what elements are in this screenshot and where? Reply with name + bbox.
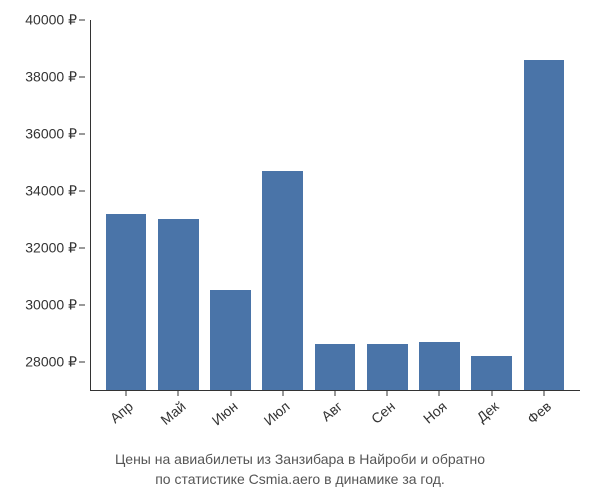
x-tick-mark — [334, 390, 335, 396]
bar-wrapper — [413, 20, 465, 390]
bar — [524, 60, 565, 390]
x-tick-mark — [126, 390, 127, 396]
x-tick-label: Июн — [209, 398, 241, 428]
x-tick-mark — [230, 390, 231, 396]
x-tick-mark — [491, 390, 492, 396]
y-tick-mark — [79, 361, 85, 362]
y-axis: 28000 ₽ 30000 ₽ 32000 ₽ 34000 ₽ 36000 ₽ 38000… — [0, 20, 85, 390]
x-tick-mark — [387, 390, 388, 396]
x-axis: Апр Май Июн Июл Авг Сен Ноя Дек Фев — [90, 390, 580, 450]
y-tick-mark — [79, 304, 85, 305]
x-tick-mark — [439, 390, 440, 396]
bar-wrapper — [257, 20, 309, 390]
bar-wrapper — [466, 20, 518, 390]
x-tick-label: Ноя — [420, 398, 450, 427]
x-tick-label: Авг — [318, 398, 345, 424]
x-tick-label: Сен — [368, 398, 398, 427]
y-tick-mark — [79, 20, 85, 21]
y-tick-label: 38000 ₽ — [25, 68, 77, 85]
bars-group — [90, 20, 580, 390]
caption-line-2: по статистике Csmia.aero в динамике за г… — [0, 470, 600, 490]
caption-line-1: Цены на авиабилеты из Занзибара в Найроб… — [0, 450, 600, 470]
y-tick-label: 34000 ₽ — [25, 182, 77, 199]
bar — [367, 344, 408, 390]
x-tick-label: Дек — [474, 398, 502, 425]
bar — [106, 214, 147, 390]
x-tick-label: Апр — [107, 398, 136, 426]
bar-wrapper — [309, 20, 361, 390]
x-tick-mark — [543, 390, 544, 396]
bar — [471, 356, 512, 390]
x-tick-mark — [178, 390, 179, 396]
bar-wrapper — [361, 20, 413, 390]
y-tick-label: 32000 ₽ — [25, 239, 77, 256]
x-tick-label: Июл — [261, 398, 293, 429]
chart-caption: Цены на авиабилеты из Занзибара в Найроб… — [0, 450, 600, 489]
bar-wrapper — [152, 20, 204, 390]
bar-wrapper — [100, 20, 152, 390]
bar — [262, 171, 303, 390]
y-tick-label: 40000 ₽ — [25, 12, 77, 29]
x-tick-mark — [282, 390, 283, 396]
y-tick-mark — [79, 133, 85, 134]
x-tick-label: Май — [157, 398, 188, 428]
chart-container: 28000 ₽ 30000 ₽ 32000 ₽ 34000 ₽ 36000 ₽ 38000… — [0, 0, 600, 500]
bar — [158, 219, 199, 390]
bar — [315, 344, 356, 390]
y-tick-mark — [79, 190, 85, 191]
y-tick-mark — [79, 247, 85, 248]
bar-wrapper — [518, 20, 570, 390]
y-tick-label: 36000 ₽ — [25, 125, 77, 142]
plot-area — [90, 20, 580, 390]
bar — [210, 290, 251, 390]
y-tick-label: 28000 ₽ — [25, 353, 77, 370]
y-tick-mark — [79, 76, 85, 77]
y-tick-label: 30000 ₽ — [25, 296, 77, 313]
bar-wrapper — [204, 20, 256, 390]
x-tick-label: Фев — [524, 398, 554, 427]
bar — [419, 342, 460, 390]
